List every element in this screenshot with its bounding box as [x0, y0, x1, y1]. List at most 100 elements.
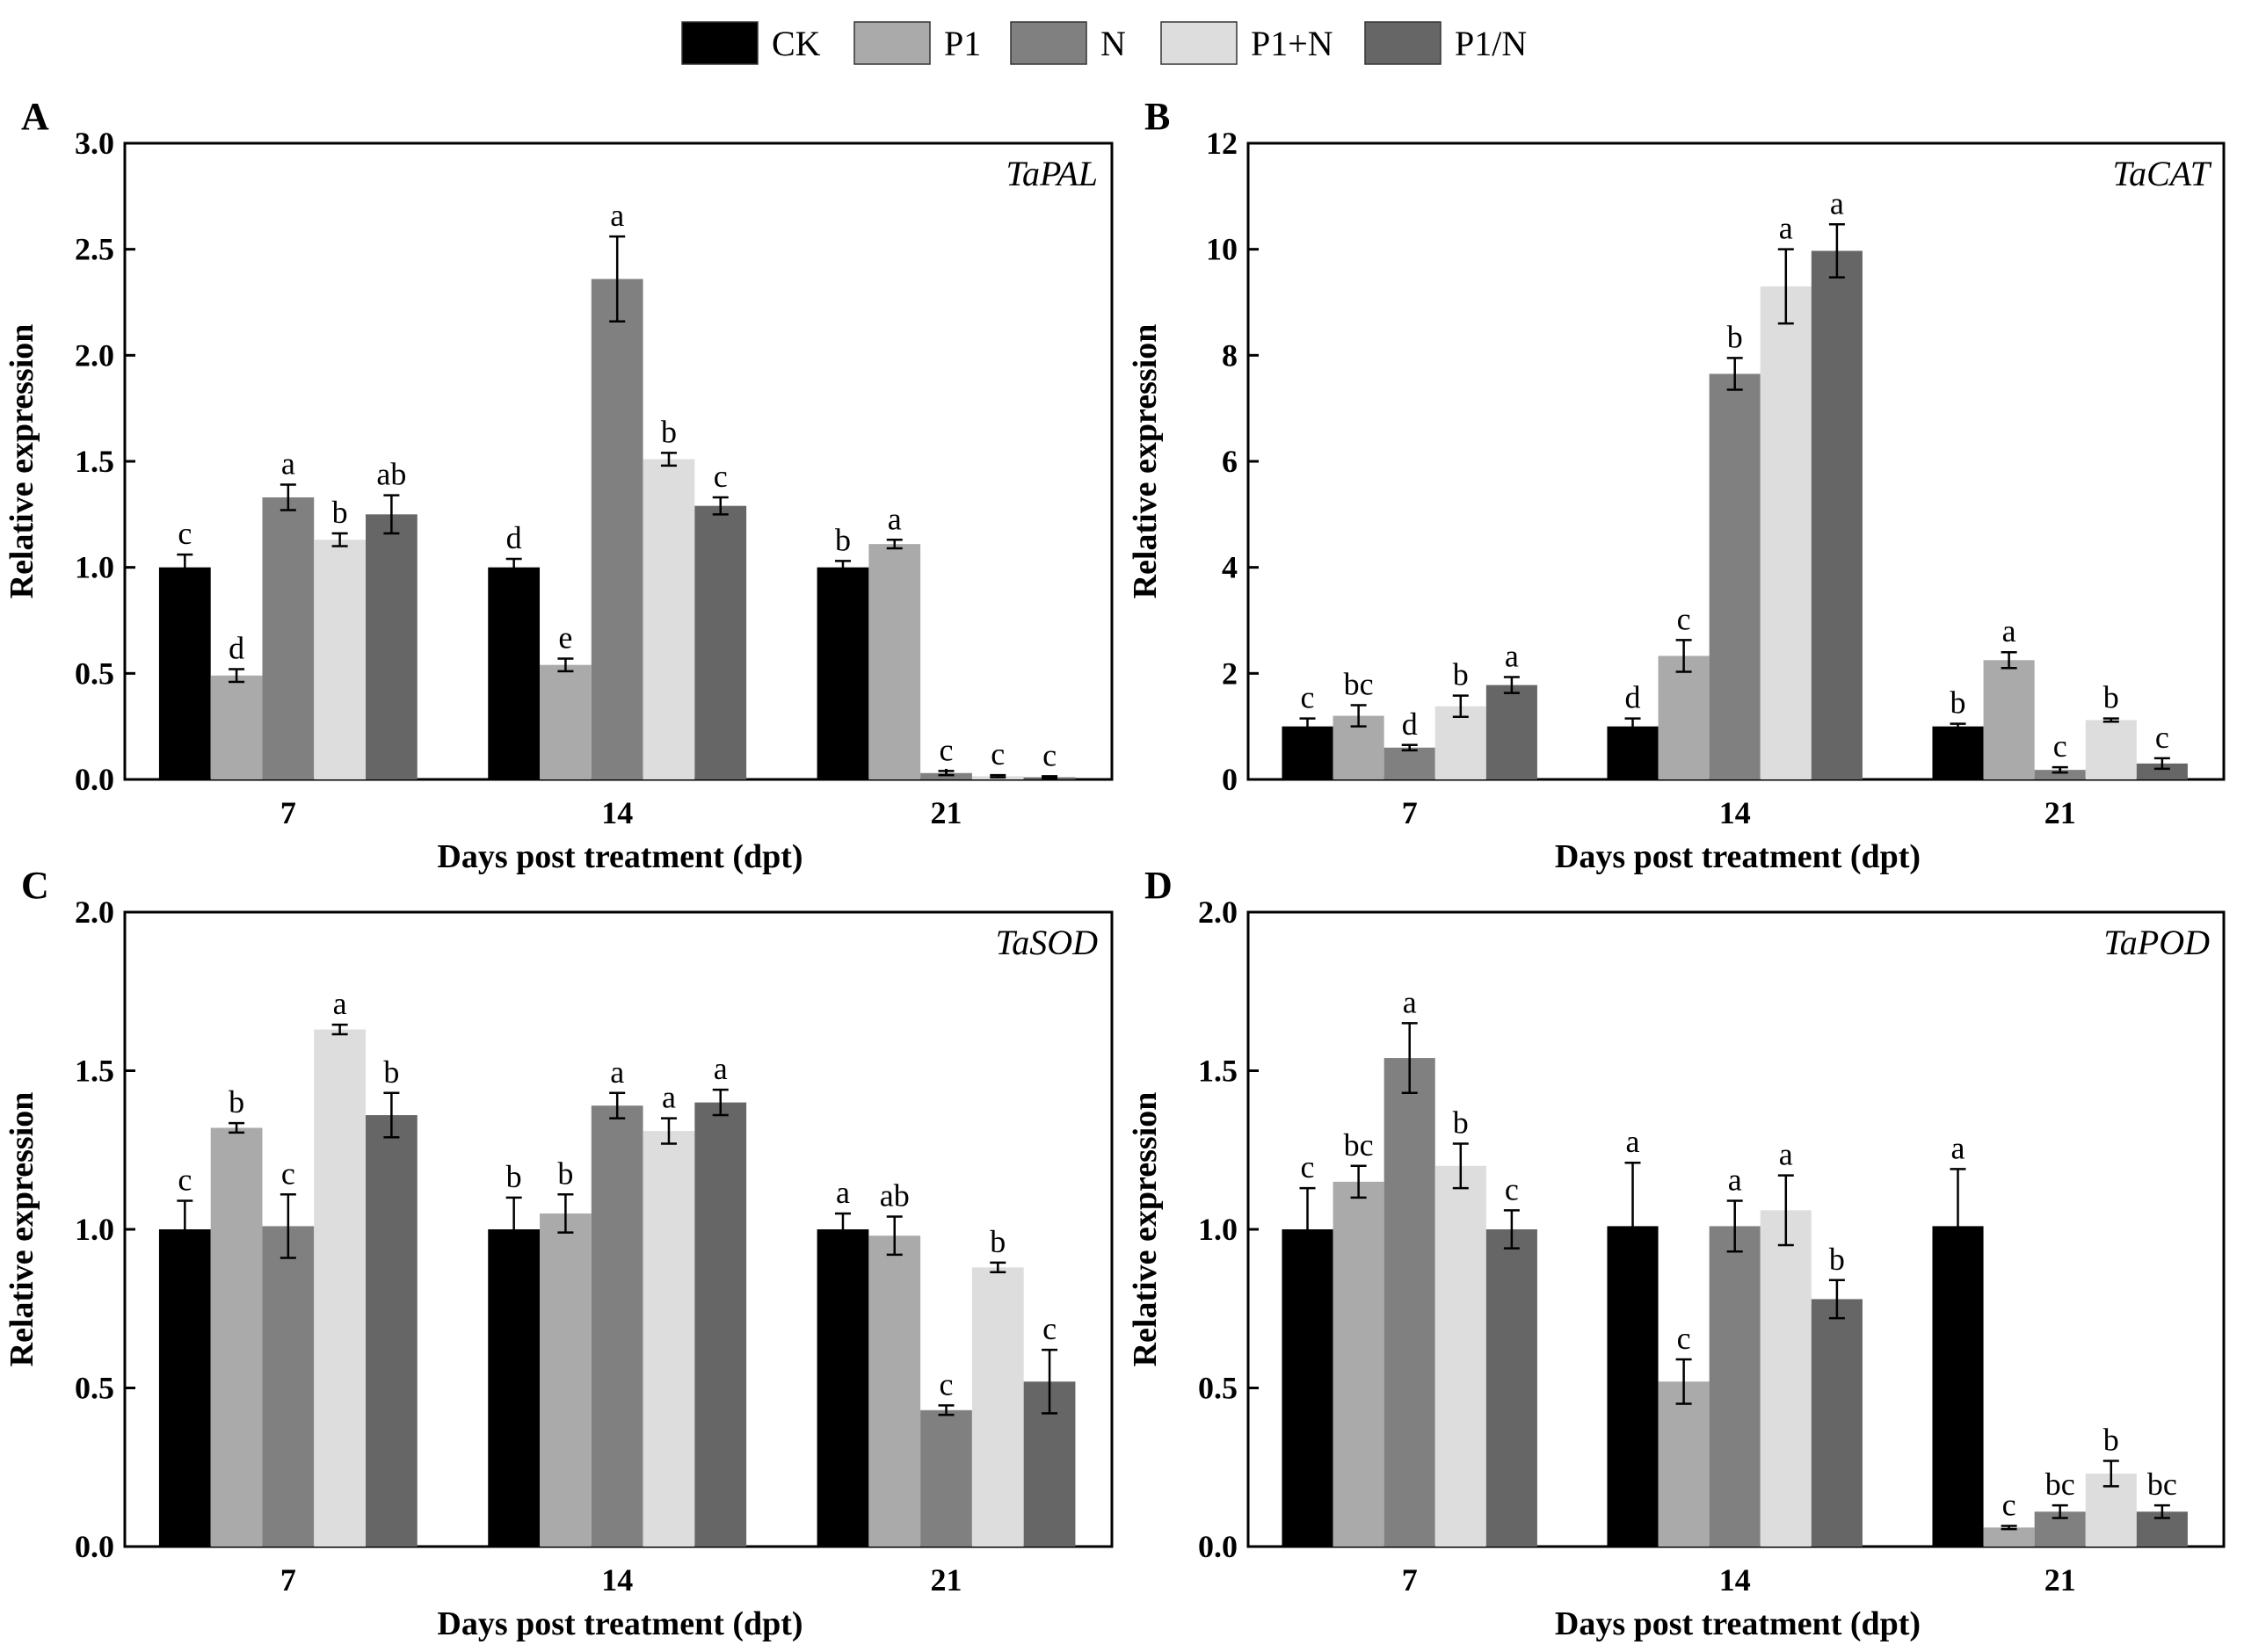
- sig-letter-a-p1-7: d: [229, 631, 244, 666]
- panel-a: 0.0 0.5 1.0 1.5 2.0 2.5 3.0 Relative expression…: [4, 95, 1114, 875]
- sig-letter-a-p1-n-21: c: [991, 736, 1005, 772]
- error-bar-d-n-7: [1401, 1022, 1418, 1095]
- bar-a-ck-14: [488, 567, 541, 779]
- bar-a-p1-14: [540, 664, 592, 779]
- panel-letter-a: A: [21, 95, 49, 138]
- bar-a-p1-7: [210, 675, 263, 779]
- bar-a-ck-7: [158, 567, 211, 779]
- bar-a-p1-n-7: [314, 540, 367, 779]
- error-bar-b-n-21: [2052, 765, 2068, 774]
- x-tick-label-a-0: 7: [280, 795, 296, 830]
- panel-d: 0.0 0.5 1.0 1.5 2.0 Relative expression Days p…: [1127, 864, 2226, 1642]
- legend-label-p1-n: P1+N: [1251, 24, 1333, 63]
- bar-c-n-7: [262, 1226, 315, 1547]
- sig-letter-d-n-14: a: [1728, 1163, 1742, 1198]
- y-tick-label-c-2: 1.0: [75, 1212, 114, 1247]
- sig-letter-c-ck-7: c: [178, 1163, 192, 1198]
- sig-letter-d-p1-21: c: [2002, 1488, 2016, 1523]
- sig-letter-c-p1-7: b: [229, 1084, 244, 1119]
- x-tick-label-a-1: 14: [601, 795, 633, 830]
- legend-item-n: N: [1010, 21, 1126, 65]
- error-bar-a-n-14: [609, 235, 626, 322]
- sig-letter-a-ck-7: c: [178, 516, 192, 551]
- error-bar-d-p1-n-21: [2102, 1460, 2119, 1488]
- y-axis-title-c: Relative expression: [4, 1092, 40, 1367]
- bar-c-ck-21: [817, 1229, 869, 1547]
- error-bar-d-p1-n-14: [1777, 1174, 1794, 1247]
- y-tick-label-a-2: 1.0: [75, 550, 114, 585]
- error-bar-b-p1-n-14: [1777, 248, 1794, 325]
- sig-letter-b-ck-14: d: [1625, 680, 1641, 715]
- sig-letter-a-n-21: c: [940, 732, 954, 767]
- sig-letter-c-p1-n-14: a: [662, 1080, 676, 1115]
- legend-label-n: N: [1100, 24, 1126, 63]
- y-tick-label-c-1: 0.5: [75, 1371, 114, 1406]
- error-bar-b-n-14: [1726, 357, 1743, 391]
- sig-letter-a-p1-n-21: c: [1042, 737, 1057, 772]
- sig-letter-c-p1-n-14: a: [714, 1051, 728, 1086]
- error-bar-d-n-14: [1726, 1199, 1743, 1253]
- error-bar-b-p1-n-7: [1452, 694, 1469, 719]
- y-tick-label-d-2: 1.0: [1198, 1212, 1238, 1247]
- bar-b-n-21: [2034, 770, 2086, 779]
- error-bar-c-p1-n-14: [712, 1088, 729, 1117]
- x-tick-label-d-0: 7: [1402, 1562, 1418, 1598]
- error-bar-a-n-7: [280, 483, 296, 511]
- sig-letter-d-p1-n-7: b: [1453, 1105, 1469, 1141]
- bar-a-ck-21: [817, 567, 869, 779]
- bar-a-p1-n-7: [366, 514, 418, 779]
- y-tick-label-c-3: 1.5: [75, 1054, 114, 1089]
- error-bar-d-p1-n-21: [2153, 1503, 2170, 1519]
- sig-letter-d-ck-7: c: [1301, 1149, 1315, 1185]
- sig-letter-d-ck-21: a: [1951, 1130, 1965, 1165]
- error-bar-a-ck-21: [834, 560, 851, 576]
- legend-swatch-p1-n: [1364, 21, 1442, 65]
- error-bar-c-p1-14: [557, 1193, 574, 1234]
- sig-letter-a-p1-14: e: [558, 620, 572, 655]
- sig-letter-b-p1-n-14: a: [1779, 211, 1793, 246]
- bar-d-n-14: [1709, 1226, 1761, 1547]
- error-bar-b-p1-n-21: [2102, 717, 2119, 723]
- sig-letter-b-p1-n-7: b: [1453, 657, 1469, 692]
- error-bar-c-ck-21: [834, 1212, 851, 1247]
- y-tick-label-a-3: 1.5: [75, 444, 114, 479]
- sig-letter-d-p1-n-14: a: [1779, 1137, 1793, 1172]
- sig-letter-a-p1-n-7: ab: [376, 457, 406, 492]
- error-bar-b-n-7: [1401, 743, 1418, 752]
- y-tick-label-b-2: 4: [1222, 550, 1238, 585]
- bar-d-p1-7: [1333, 1181, 1384, 1547]
- sig-letter-d-p1-14: c: [1677, 1321, 1691, 1356]
- sig-letter-b-ck-7: c: [1301, 680, 1315, 715]
- error-bar-c-ck-7: [177, 1199, 193, 1259]
- error-bar-d-p1-7: [1350, 1164, 1367, 1199]
- sig-letter-d-p1-n-21: bc: [2147, 1467, 2177, 1502]
- bar-c-p1-n-14: [643, 1131, 695, 1547]
- x-tick-label-b-1: 14: [1719, 795, 1751, 830]
- y-tick-label-a-1: 0.5: [75, 656, 114, 691]
- error-bar-d-p1-n-14: [1828, 1279, 1845, 1320]
- bar-d-p1-n-14: [1760, 1210, 1812, 1547]
- error-bar-b-p1-n-7: [1503, 676, 1520, 694]
- error-bar-d-ck-7: [1299, 1186, 1316, 1272]
- bar-b-ck-21: [1932, 726, 1984, 779]
- x-tick-label-d-1: 14: [1719, 1562, 1751, 1598]
- error-bar-b-p1-21: [2001, 650, 2017, 670]
- sig-letter-c-p1-21: ab: [880, 1178, 910, 1214]
- sig-letter-a-p1-n-14: c: [714, 459, 728, 494]
- legend-item-p1-n: P1/N: [1364, 21, 1527, 65]
- error-bar-b-p1-n-21: [2153, 757, 2170, 771]
- x-axis-title-b: Days post treatment (dpt): [1555, 838, 1921, 875]
- bar-c-p1-n-21: [971, 1267, 1024, 1547]
- error-bar-a-p1-21: [886, 539, 903, 550]
- bar-b-p1-n-21: [2085, 720, 2137, 779]
- sig-letter-d-p1-n-14: b: [1829, 1242, 1845, 1277]
- legend-item-p1-n: P1+N: [1160, 21, 1333, 65]
- error-bar-a-p1-n-7: [383, 494, 400, 535]
- sig-letter-b-p1-n-14: a: [1830, 185, 1844, 221]
- legend-swatch-ck: [681, 21, 759, 65]
- y-tick-label-d-1: 0.5: [1198, 1371, 1238, 1406]
- gene-label-d: TaPOD: [2103, 923, 2210, 962]
- bar-c-n-21: [920, 1409, 972, 1547]
- bar-d-p1-n-14: [1811, 1299, 1863, 1547]
